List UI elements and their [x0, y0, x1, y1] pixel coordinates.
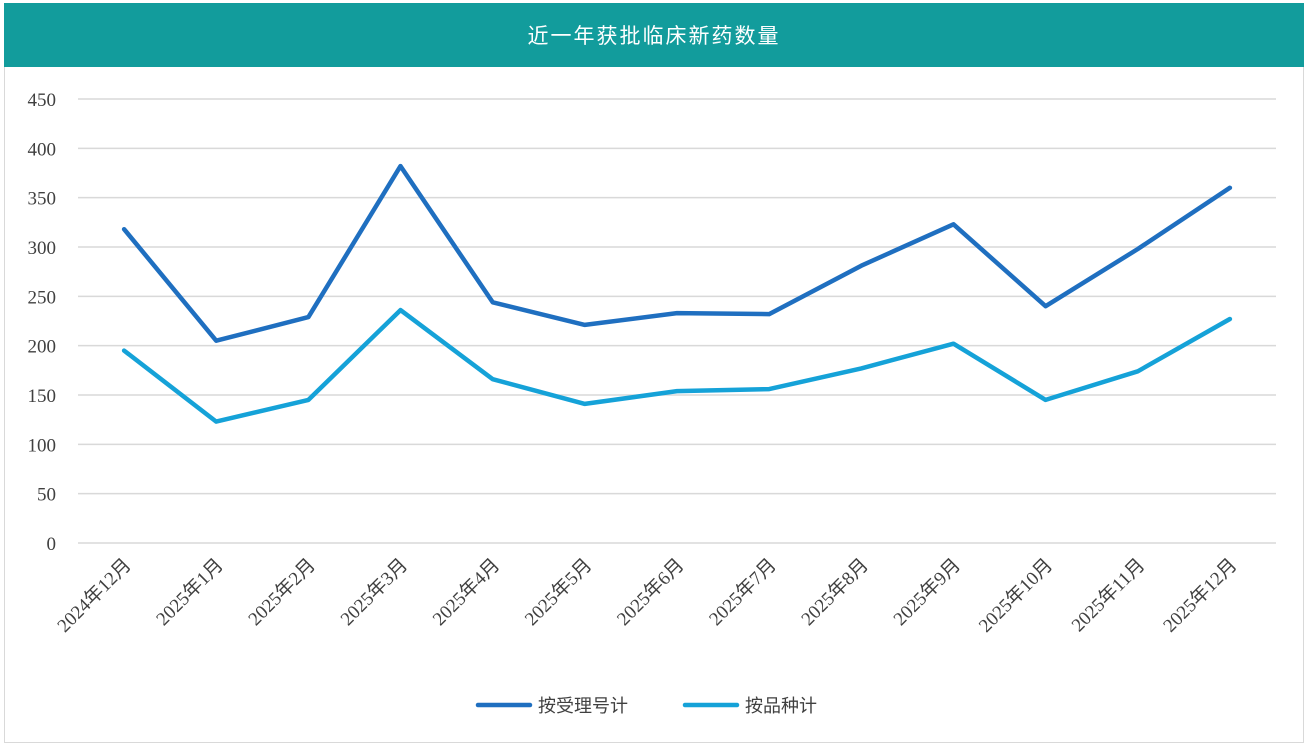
series-line-2	[121, 307, 1233, 424]
y-tick-label: 400	[28, 139, 57, 160]
y-tick-label: 150	[28, 386, 57, 407]
x-tick-label: 2025年4月	[428, 554, 504, 630]
x-tick-label: 2025年1月	[152, 554, 228, 630]
y-tick-label: 450	[28, 90, 57, 111]
x-tick-label: 2025年8月	[797, 554, 873, 630]
x-tick-label: 2025年3月	[336, 554, 412, 630]
legend: 按受理号计 按品种计	[475, 696, 817, 717]
y-tick-label: 0	[47, 534, 57, 555]
grid-lines	[78, 98, 1276, 544]
chart-title: 近一年获批临床新药数量	[4, 3, 1304, 67]
y-tick-label: 300	[28, 238, 57, 259]
x-tick-label: 2025年12月	[1159, 554, 1242, 637]
chart-frame	[4, 3, 1304, 743]
x-tick-label: 2025年11月	[1067, 554, 1149, 636]
y-tick-label: 100	[28, 435, 57, 456]
x-tick-label: 2024年12月	[53, 554, 136, 637]
series-line-1	[121, 163, 1233, 343]
y-tick-label: 350	[28, 189, 57, 210]
x-tick-label: 2025年10月	[974, 554, 1057, 637]
legend-label-2: 按品种计	[745, 696, 817, 717]
x-tick-label: 2025年7月	[705, 554, 781, 630]
y-tick-label: 50	[37, 485, 56, 506]
legend-label-1: 按受理号计	[538, 696, 628, 717]
x-axis-ticks: 2024年12月 2025年1月 2025年2月 2025年3月 2025年4月 2025…	[53, 554, 1242, 637]
y-axis-ticks: 0 50 100 150 200 250 300 350 400 450	[28, 90, 57, 555]
x-tick-label: 2025年5月	[520, 554, 596, 630]
x-tick-label: 2025年2月	[244, 554, 320, 630]
series-lines	[121, 163, 1233, 424]
x-tick-label: 2025年6月	[613, 554, 689, 630]
y-tick-label: 200	[28, 337, 57, 358]
y-tick-label: 250	[28, 287, 57, 308]
x-tick-label: 2025年9月	[889, 554, 965, 630]
